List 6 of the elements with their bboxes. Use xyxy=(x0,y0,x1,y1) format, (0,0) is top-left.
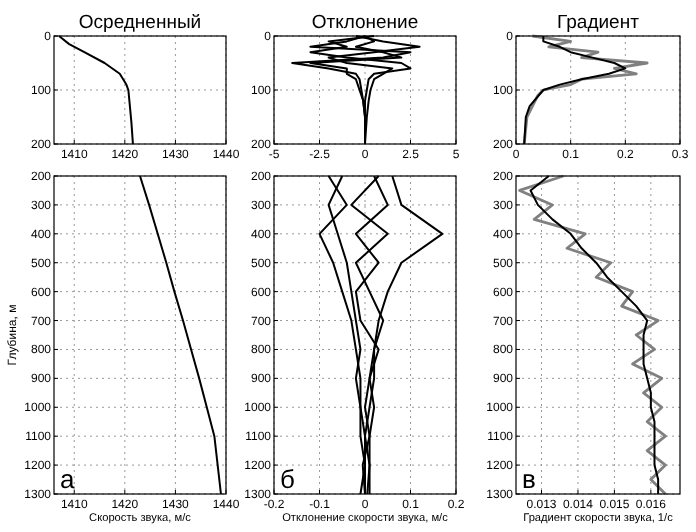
annotation: а xyxy=(60,464,76,494)
annotation: б xyxy=(280,464,295,494)
annotation: в xyxy=(522,464,536,494)
chart-title: Осредненный xyxy=(78,12,202,34)
chart-title: Отклонение xyxy=(311,12,419,34)
chart-title: Градиент xyxy=(557,12,641,34)
